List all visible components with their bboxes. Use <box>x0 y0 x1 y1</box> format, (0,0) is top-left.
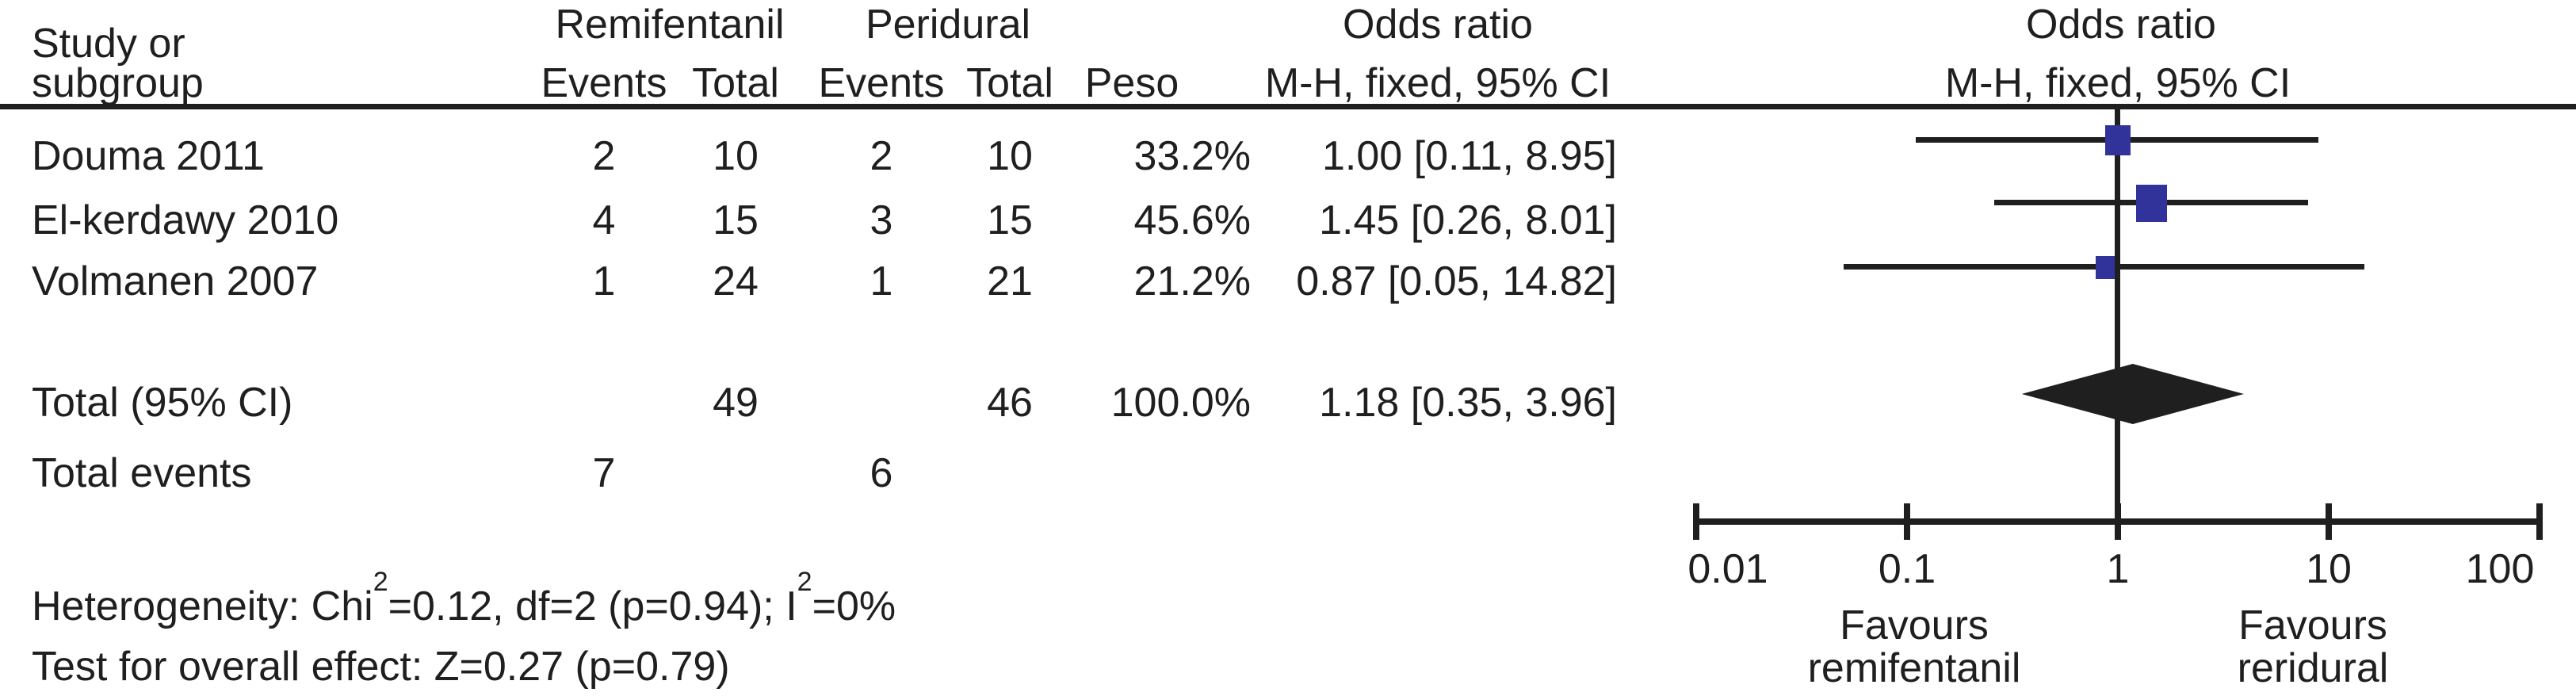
subheader-mh-ci-text: M-H, fixed, 95% CI <box>1264 60 1611 106</box>
axis-tick-label: 0.1 <box>1878 546 1936 592</box>
weight-value: 45.6% <box>1133 197 1251 243</box>
subheader-remi-events: Events <box>541 60 667 106</box>
remi-total-value: 49 <box>713 380 759 426</box>
remi-events-value: 7 <box>592 450 616 496</box>
subheader-remi-total: Total <box>692 60 779 106</box>
favours-left-label: Favours remifentanil <box>1807 602 2021 691</box>
study-name: Douma 2011 <box>32 133 265 179</box>
or-ci-value: 0.87 [0.05, 14.82] <box>1296 258 1617 304</box>
peri-total-value: 15 <box>987 197 1033 243</box>
peri-events-value: 3 <box>869 197 893 243</box>
remi-events-value: 1 <box>592 258 616 304</box>
header-divider-rule <box>0 104 2576 109</box>
or-ci-value: 1.45 [0.26, 8.01] <box>1319 197 1617 243</box>
weight-value: 21.2% <box>1133 258 1251 304</box>
peri-total-value: 10 <box>987 133 1033 179</box>
axis-tick-label: 1 <box>2106 546 2130 592</box>
subheader-peri-total: Total <box>966 60 1053 106</box>
remi-events-value: 4 <box>592 197 616 243</box>
total-label: Total (95% CI) <box>32 380 293 426</box>
subheader-peri-events: Events <box>818 60 945 106</box>
remi-events-value: 2 <box>592 133 616 179</box>
or-ci-value: 1.00 [0.11, 8.95] <box>1322 133 1617 179</box>
total-events-label: Total events <box>32 450 252 496</box>
summary-diamond <box>2021 364 2244 424</box>
study-header-line2: subgroup <box>32 60 204 106</box>
odds-ratio-square <box>2105 125 2131 155</box>
group-header-odds-ratio-text: Odds ratio <box>1343 2 1533 48</box>
study-name: El-kerdawy 2010 <box>32 197 339 243</box>
axis-tick <box>1693 503 1699 540</box>
odds-ratio-square <box>2095 255 2115 279</box>
peri-total-value: 46 <box>987 380 1033 426</box>
peri-total-value: 21 <box>987 258 1033 304</box>
null-effect-line <box>2115 104 2120 522</box>
superscript-2: 2 <box>797 566 812 597</box>
group-header-remifentanil: Remifentanil <box>555 2 785 48</box>
peri-events-value: 1 <box>869 258 893 304</box>
remi-total-value: 24 <box>713 258 759 304</box>
axis-tick <box>2536 503 2543 540</box>
group-header-peridural: Peridural <box>865 2 1031 48</box>
weight-value: 33.2% <box>1133 133 1251 179</box>
axis-tick-label: 10 <box>2306 546 2352 592</box>
remi-total-value: 15 <box>713 197 759 243</box>
overall-effect-note: Test for overall effect: Z=0.27 (p=0.79) <box>32 644 730 690</box>
peri-events-value: 2 <box>869 133 893 179</box>
favours-right-label: Favours reridural <box>2237 602 2389 691</box>
weight-value: 100.0% <box>1110 380 1251 426</box>
axis-tick-label: 0.01 <box>1687 546 1768 592</box>
subheader-mh-ci-plot: M-H, fixed, 95% CI <box>1944 60 2291 106</box>
study-header-line1: Study or <box>32 21 185 67</box>
axis-tick-label: 100 <box>2465 546 2535 592</box>
subheader-peso: Peso <box>1084 60 1179 106</box>
or-ci-value: 1.18 [0.35, 3.96] <box>1319 380 1617 426</box>
heterogeneity-note: Heterogeneity: Chi2=0.12, df=2 (p=0.94);… <box>32 566 896 629</box>
study-name: Volmanen 2007 <box>32 258 319 304</box>
odds-ratio-square <box>2136 184 2168 222</box>
axis-tick <box>2326 503 2332 540</box>
axis-tick <box>1904 503 1910 540</box>
peri-events-value: 6 <box>869 450 893 496</box>
remi-total-value: 10 <box>713 133 759 179</box>
group-header-odds-ratio-plot: Odds ratio <box>2026 2 2216 48</box>
superscript-2: 2 <box>373 566 388 597</box>
axis-tick <box>2115 503 2121 540</box>
